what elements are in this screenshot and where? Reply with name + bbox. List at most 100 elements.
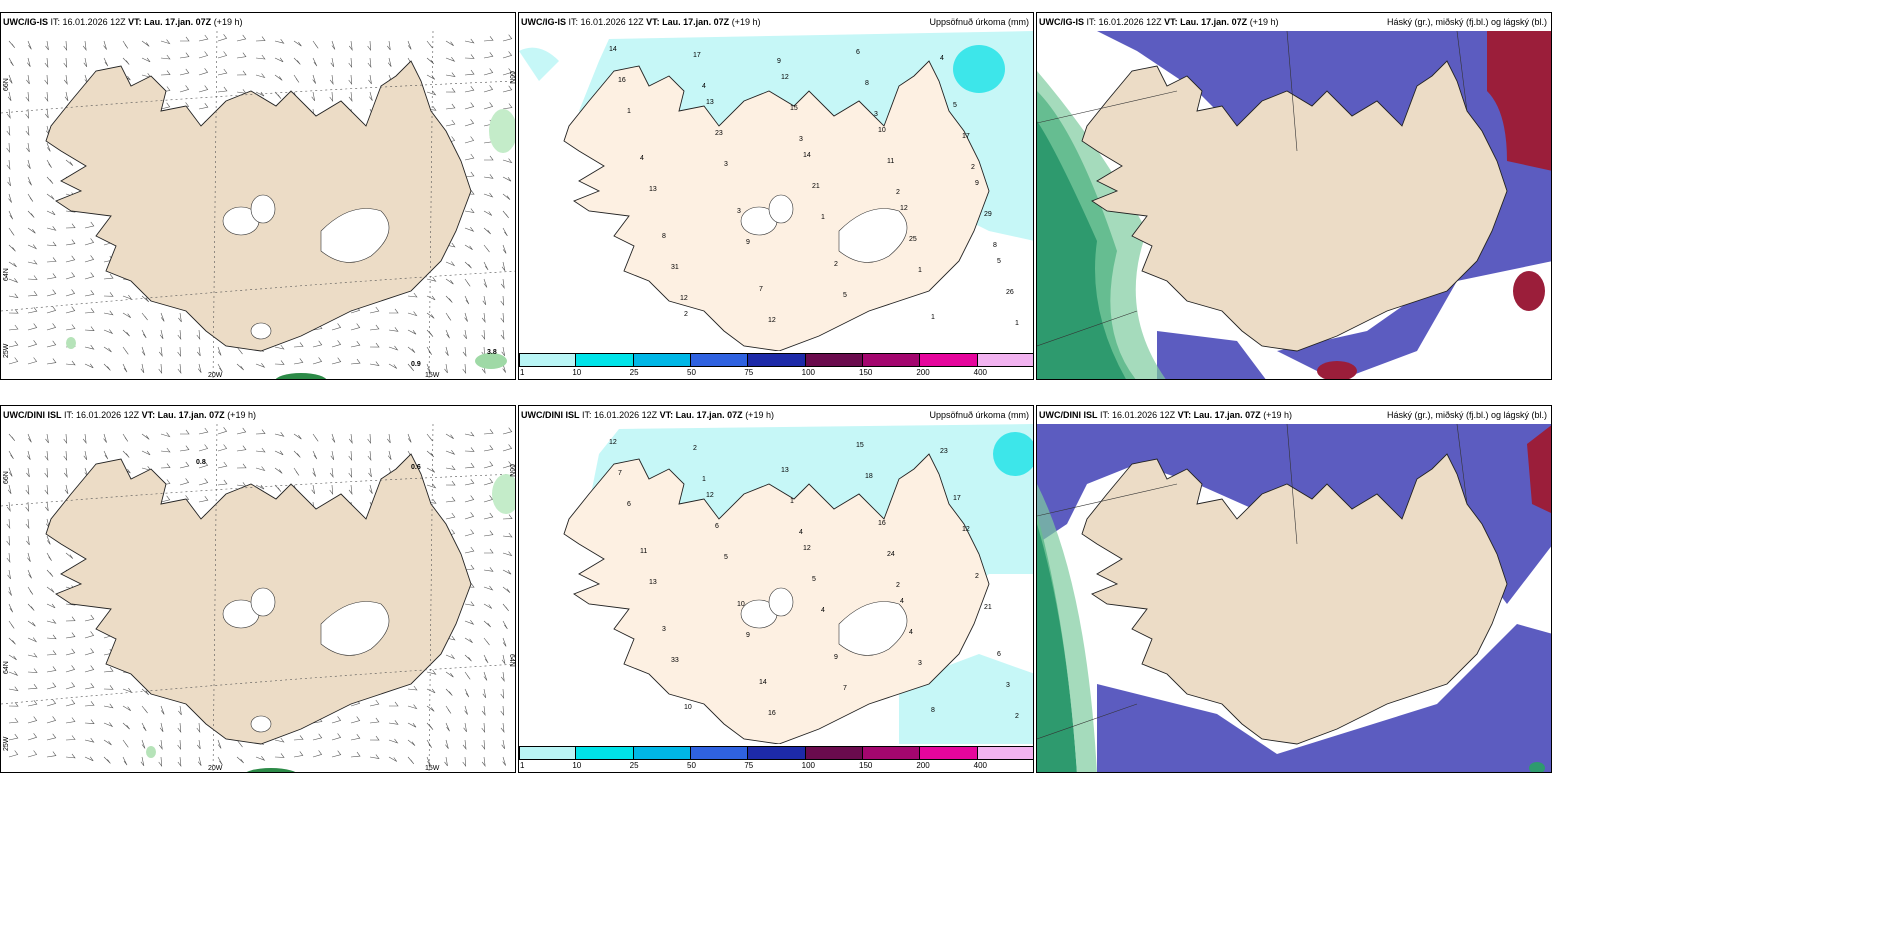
wind-barb: [426, 705, 435, 712]
precip-value: 2: [975, 573, 979, 580]
wind-barb: [387, 433, 391, 444]
wind-barb: [27, 159, 31, 169]
wind-barb: [8, 717, 19, 724]
colorbar-swatch: [691, 353, 749, 367]
wind-barb: [27, 40, 32, 50]
wind-barb: [46, 241, 57, 247]
panel-title: Háský (gr.), miðský (fj.bl.) og lágský (…: [1386, 17, 1547, 27]
precip-value: 5: [812, 576, 816, 583]
wind-barb: [502, 85, 513, 93]
graticule: [1, 424, 515, 772]
colorbar-swatch: [691, 746, 749, 760]
wind-barb: [122, 450, 130, 458]
colorbar: 1 10 25 50 75 100 150 200 400: [519, 351, 1033, 379]
precip-value: 12: [781, 74, 789, 81]
wind-barb: [445, 688, 453, 696]
wind-barb: [8, 261, 17, 268]
lat-label-66: 66N: [3, 471, 10, 484]
wind-barb: [46, 210, 56, 216]
wind-barb: [236, 34, 247, 42]
wind-barb: [426, 90, 437, 96]
panel-dini-cloud: UWC/DINI ISL IT: 16.01.2026 12Z VT: Lau.…: [1036, 405, 1552, 773]
wind-barb: [197, 363, 202, 373]
colorbar-swatch: [748, 746, 806, 760]
wind-barb: [26, 535, 30, 546]
wind-barb: [26, 142, 30, 153]
wind-barb: [84, 363, 94, 369]
wind-barb: [84, 326, 95, 331]
wind-barb: [198, 478, 209, 486]
wind-barb: [426, 670, 437, 675]
wind-barb: [63, 433, 68, 445]
wind-barb: [331, 750, 342, 758]
wind-barb: [198, 85, 209, 93]
precip-value: 3: [737, 208, 741, 215]
wind-barb: [464, 620, 475, 625]
precip-value: 5: [997, 258, 1001, 265]
colorbar: 1 10 25 50 75 100 150 200 400: [519, 744, 1033, 772]
precip-value: 18: [865, 473, 873, 480]
wind-barb: [8, 210, 14, 220]
wind-barb: [122, 57, 130, 65]
wind-barb: [445, 40, 454, 46]
wind-barb: [426, 433, 433, 442]
wind-barb: [103, 666, 114, 673]
mid-cloud-area: [1527, 425, 1551, 514]
precip-area: [519, 47, 559, 81]
wind-barb: [312, 357, 323, 365]
colorbar-swatch: [519, 746, 577, 760]
precip-value: 23: [715, 130, 723, 137]
wind-barb: [65, 239, 76, 246]
wind-barb: [464, 208, 475, 214]
precip-value: 1: [931, 314, 935, 321]
wind-barb: [122, 739, 129, 748]
colorbar-tick-label: 50: [687, 368, 696, 377]
graticule: [1037, 424, 1468, 740]
wind-barb: [255, 466, 266, 472]
wind-barb: [331, 357, 342, 365]
wind-barb: [46, 273, 57, 280]
wind-barb: [502, 51, 513, 59]
wind-barb: [46, 358, 57, 365]
wind-barb: [500, 671, 505, 683]
wind-barb: [368, 467, 372, 478]
wind-barb: [348, 57, 353, 69]
wind-barb: [293, 467, 300, 476]
precip-value: 8: [662, 233, 666, 240]
wind-barb: [445, 450, 456, 455]
wind-barb: [483, 512, 494, 520]
panel-title: Háský (gr.), miðský (fj.bl.) og lágský (…: [1386, 410, 1547, 420]
wind-barb: [141, 705, 148, 714]
lon-label-20: 20W: [208, 765, 223, 772]
wind-barb: [464, 546, 475, 554]
iceland-landmass: [1081, 60, 1508, 352]
wind-barb: [464, 495, 475, 503]
wind-barb: [483, 174, 494, 179]
wind-barb: [483, 495, 494, 503]
wind-barb: [160, 705, 165, 715]
wind-barb: [8, 637, 16, 645]
wind-barb: [8, 293, 19, 299]
wind-barb: [27, 307, 38, 314]
wind-barb: [46, 699, 57, 707]
wind-barb: [84, 344, 95, 350]
wind-barb: [141, 40, 150, 47]
wind-barb: [160, 463, 171, 469]
wind-barb: [388, 345, 399, 351]
wind-barb: [462, 363, 467, 375]
wind-barb: [8, 733, 19, 741]
wind-barb: [8, 340, 19, 348]
precip-value: 6: [715, 523, 719, 530]
wind-barb: [27, 569, 32, 579]
wind-barb: [65, 159, 74, 166]
wind-barb: [426, 57, 435, 65]
wind-barb: [483, 192, 494, 198]
wind-barb: [312, 750, 323, 758]
wind-barb: [369, 342, 380, 348]
colorbar-tick-label: 10: [572, 368, 582, 377]
colorbar-tick-label: 1: [520, 368, 525, 377]
wind-barb: [483, 461, 494, 469]
wind-barb: [179, 52, 190, 59]
wind-barb: [464, 278, 471, 287]
wind-barb: [217, 427, 228, 435]
